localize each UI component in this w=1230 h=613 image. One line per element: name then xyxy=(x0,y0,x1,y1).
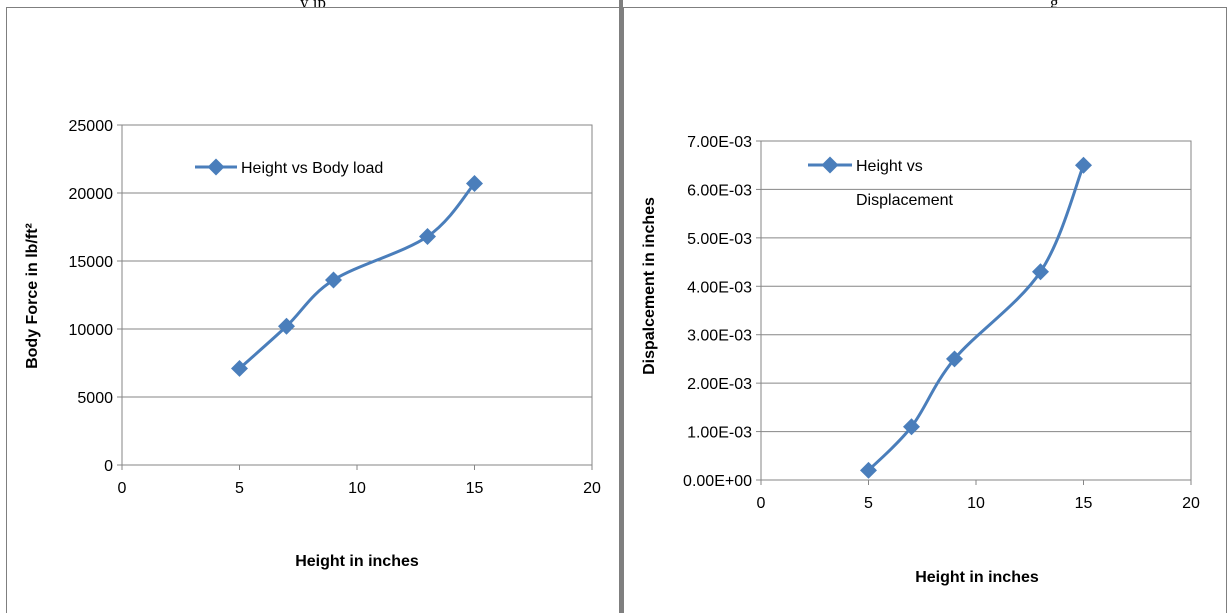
chart-panel-displacement xyxy=(623,7,1227,613)
chart2-y-tick-label: 4.00E-03 xyxy=(687,279,752,296)
chart1-y-tick-label: 15000 xyxy=(69,254,114,271)
chart2-legend-label-line2: Displacement xyxy=(856,192,953,209)
chart2-plot-area xyxy=(760,140,1192,481)
chart2-y-tick-label: 0.00E+00 xyxy=(683,473,752,490)
chart1-x-tick-label: 20 xyxy=(583,480,601,497)
chart1-x-tick-label: 5 xyxy=(235,480,244,497)
chart1-y-tick-label: 10000 xyxy=(69,322,114,339)
chart2-series-line xyxy=(867,164,1085,472)
chart1-legend: Height vs Body load xyxy=(195,158,383,177)
page-top-text-fragment: y ip g xyxy=(0,0,1230,10)
chart2-points xyxy=(860,156,1092,479)
chart1-y-tick-label: 20000 xyxy=(69,186,114,203)
chart2-y-tick-label: 3.00E-03 xyxy=(687,328,752,345)
chart-panel-body-force xyxy=(6,7,620,613)
chart1-data-point xyxy=(466,174,483,192)
chart2-x-tick-label: 5 xyxy=(864,495,873,512)
chart2-legend-marker xyxy=(821,156,839,174)
chart2-y-tick-label: 7.00E-03 xyxy=(687,134,752,151)
chart1-x-tick-label: 10 xyxy=(348,480,366,497)
top-text-right: g xyxy=(1050,0,1059,10)
chart2-x-ticks: 0 5 10 15 20 xyxy=(757,480,1200,512)
chart2-y-tick-label: 6.00E-03 xyxy=(687,182,752,199)
chart2-y-tick-label: 5.00E-03 xyxy=(687,231,752,248)
chart2-legend: Height vs Displacement xyxy=(808,156,953,209)
chart2-ylabel: Dispalcement in inches xyxy=(641,197,658,375)
chart2-data-point xyxy=(1075,156,1092,174)
panel-separator xyxy=(619,0,623,613)
chart1-y-ticks: 0 5000 10000 15000 20000 25000 xyxy=(69,118,122,475)
top-text-left: y ip xyxy=(300,0,326,10)
chart2-x-tick-label: 20 xyxy=(1182,495,1200,512)
chart1-y-tick-label: 25000 xyxy=(69,118,114,135)
chart2-xlabel: Height in inches xyxy=(915,569,1039,586)
chart2-x-tick-label: 10 xyxy=(967,495,985,512)
chart2-grid xyxy=(761,140,1191,481)
chart1-data-point xyxy=(325,271,342,289)
chart2-y-tick-label: 2.00E-03 xyxy=(687,376,752,393)
chart1-ylabel: Body Force in lb/ft² xyxy=(24,223,41,369)
chart1-data-point xyxy=(419,228,436,246)
chart1-xlabel: Height in inches xyxy=(295,553,419,570)
chart2-data-point xyxy=(903,418,920,436)
chart2-x-tick-label: 15 xyxy=(1075,495,1093,512)
chart2-data-point xyxy=(860,461,877,479)
chart2-legend-label-line1: Height vs xyxy=(856,158,923,175)
chart1-x-tick-label: 15 xyxy=(466,480,484,497)
chart1-y-tick-label: 5000 xyxy=(77,390,113,407)
chart1-x-ticks: 0 5 10 15 20 xyxy=(118,465,601,497)
chart1-legend-marker xyxy=(207,158,225,176)
chart1-points xyxy=(231,174,483,377)
chart2-data-point xyxy=(946,350,963,368)
chart1-x-tick-label: 0 xyxy=(118,480,127,497)
chart2-y-ticks: 0.00E+00 1.00E-03 2.00E-03 3.00E-03 4.00E-03… xyxy=(683,134,761,490)
chart1-y-tick-label: 0 xyxy=(104,458,113,475)
chart1-data-point xyxy=(278,317,295,335)
chart2-y-tick-label: 1.00E-03 xyxy=(687,425,752,442)
chart1-data-point xyxy=(231,359,248,377)
chart2-x-tick-label: 0 xyxy=(757,495,766,512)
chart1-legend-label: Height vs Body load xyxy=(241,160,383,177)
